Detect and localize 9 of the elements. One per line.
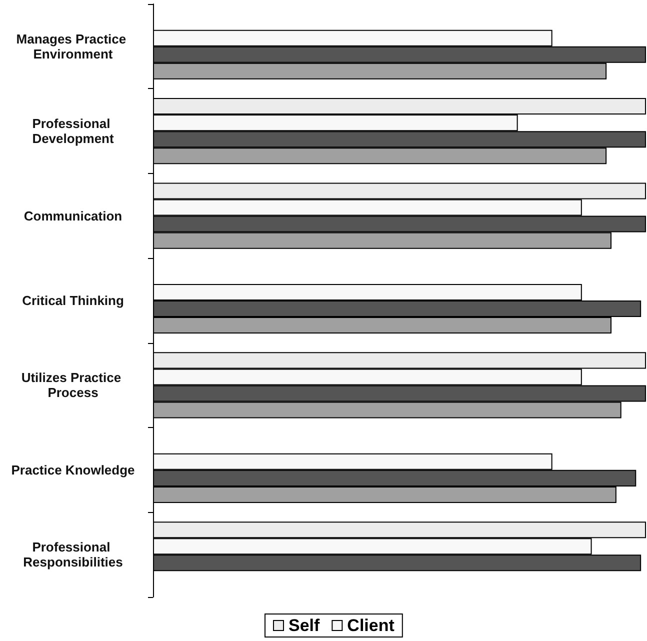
y-tick-label: Critical Thinking [22, 293, 124, 308]
y-tick-label: Communication [24, 208, 122, 224]
y-tick-label: Manages Practice Environment [16, 31, 130, 62]
y-tick-label: Practice Knowledge [11, 462, 135, 478]
y-tick-label: Professional Development [32, 116, 114, 146]
legend-label: Self [288, 616, 320, 635]
legend-label: Client [347, 616, 395, 635]
y-tick-label: Utilizes Practice Process [21, 370, 125, 400]
y-tick-label: Professional Responsibilities [23, 540, 123, 570]
